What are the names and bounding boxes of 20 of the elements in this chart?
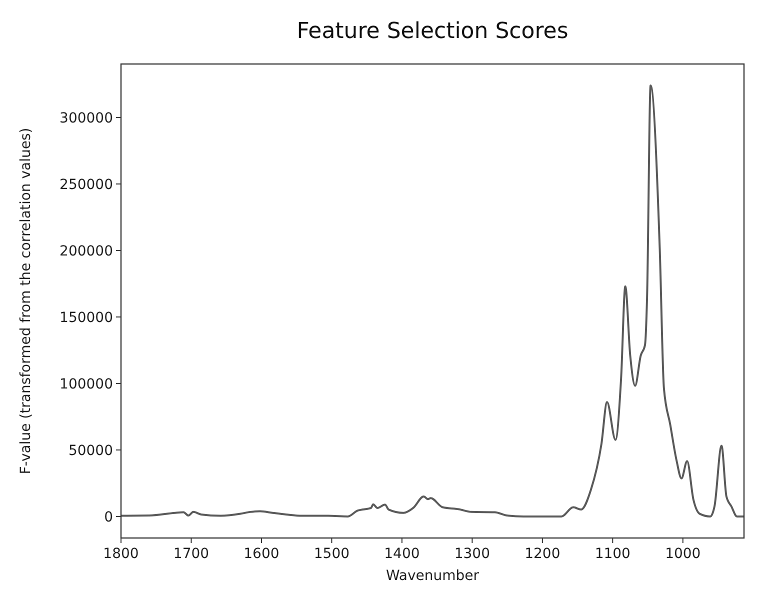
x-axis-title: Wavenumber [386,568,480,584]
x-tick-label: 1800 [103,546,139,562]
y-tick-label: 250000 [60,176,113,193]
x-tick-label: 1200 [524,546,560,562]
x-tick-label: 1700 [173,546,210,562]
y-tick-label: 100000 [60,376,113,392]
x-tick-label: 1300 [454,546,490,562]
line-series [121,84,744,518]
y-tick-label: 300000 [60,110,113,126]
y-axis-title: F-value (transformed from the correlation values) [18,128,34,474]
x-tick-label: 1400 [384,546,420,562]
y-tick-label: 50000 [68,442,113,459]
x-tick-label: 1100 [594,546,630,562]
x-tick-label: 1600 [244,546,280,562]
y-tick-label: 150000 [60,310,113,326]
y-tick-label: 200000 [60,243,113,260]
x-tick-label: 1000 [665,546,701,562]
x-tick-label: 1500 [314,546,350,562]
y-tick-label: 0 [104,509,113,526]
chart-title: Feature Selection Scores [296,19,568,44]
